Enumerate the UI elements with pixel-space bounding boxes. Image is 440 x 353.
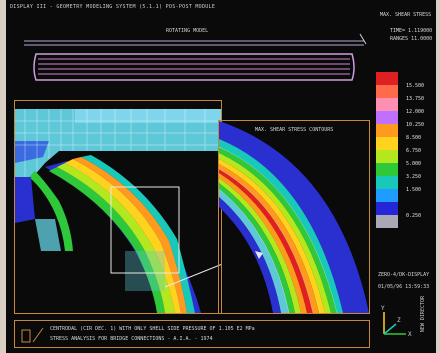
legend-swatch	[376, 150, 398, 163]
footer-panel	[14, 320, 370, 348]
legend-value: 13.750	[406, 96, 425, 102]
footer-line1: CENTRODAL (CIR DEC. 1) WITH ONLY SHELL S…	[50, 326, 255, 332]
axis-triad-icon: X Y Z	[381, 305, 412, 338]
legend-swatch	[376, 111, 398, 124]
zoom-panel-title: MAX. SHEAR STRESS CONTOURS	[255, 127, 334, 133]
legend-value: 5.000	[406, 161, 422, 167]
legend-swatch	[376, 215, 398, 228]
corner-mesh-plot	[15, 109, 256, 313]
legend-swatch	[376, 72, 398, 85]
screen-title: DISPLAY III - GEOMETRY MODELING SYSTEM (…	[10, 4, 216, 10]
legend-value: 0.250	[406, 213, 422, 219]
system-info-line2: 01/05/96 13:59:33	[378, 284, 430, 290]
rotating-model-drawing	[24, 33, 367, 81]
legend-swatch	[376, 85, 398, 98]
system-info-line1: ZERO-4/DK-DISPLAY	[378, 272, 430, 278]
ranges-label: RANGES 11.0000	[390, 36, 433, 42]
axis-x-label: X	[408, 331, 412, 338]
stress-type-label: MAX. SHEAR STRESS	[380, 12, 432, 18]
legend-swatch	[376, 189, 398, 202]
footer-logo-icon	[21, 327, 44, 343]
rotating-model-view: ROTATING MODEL	[24, 22, 374, 92]
legend-value: 8.500	[406, 135, 422, 141]
legend-swatch	[376, 98, 398, 111]
axis-y-label: Y	[381, 305, 385, 312]
legend-swatch	[376, 163, 398, 176]
rotating-model-label: ROTATING MODEL	[166, 28, 209, 34]
legend-swatch	[376, 202, 398, 215]
legend-value: 6.750	[406, 148, 422, 154]
legend-swatch	[376, 124, 398, 137]
legend-swatch	[376, 176, 398, 189]
legend-value: 15.500	[406, 83, 425, 89]
legend-value: 1.500	[406, 187, 422, 193]
axis-z-label: Z	[397, 317, 401, 324]
footer-line2: STRESS ANALYSIS FOR BRIDGE CONNECTIONS -…	[50, 336, 213, 342]
detail-view-panel	[14, 100, 256, 314]
zoom-view-panel: MAX. SHEAR STRESS CONTOURS	[218, 120, 370, 314]
legend-value: 3.250	[406, 174, 422, 180]
legend-value: 10.250	[406, 122, 425, 128]
zoomed-contour-plot	[218, 121, 369, 314]
display-screen: DISPLAY III - GEOMETRY MODELING SYSTEM (…	[6, 0, 436, 353]
legend-swatch	[376, 137, 398, 150]
legend-value: 12.000	[406, 109, 425, 115]
time-label: TIME= 1.119000	[390, 28, 433, 34]
side-vertical-text: NEW DIRECTOR	[420, 296, 426, 333]
